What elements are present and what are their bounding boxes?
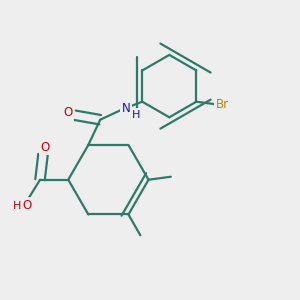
Text: H: H [13, 201, 21, 211]
Text: H: H [132, 110, 140, 120]
Text: N: N [122, 102, 131, 115]
Text: O: O [40, 140, 50, 154]
Text: Br: Br [216, 98, 229, 111]
Text: O: O [63, 106, 72, 119]
Text: O: O [22, 199, 31, 212]
